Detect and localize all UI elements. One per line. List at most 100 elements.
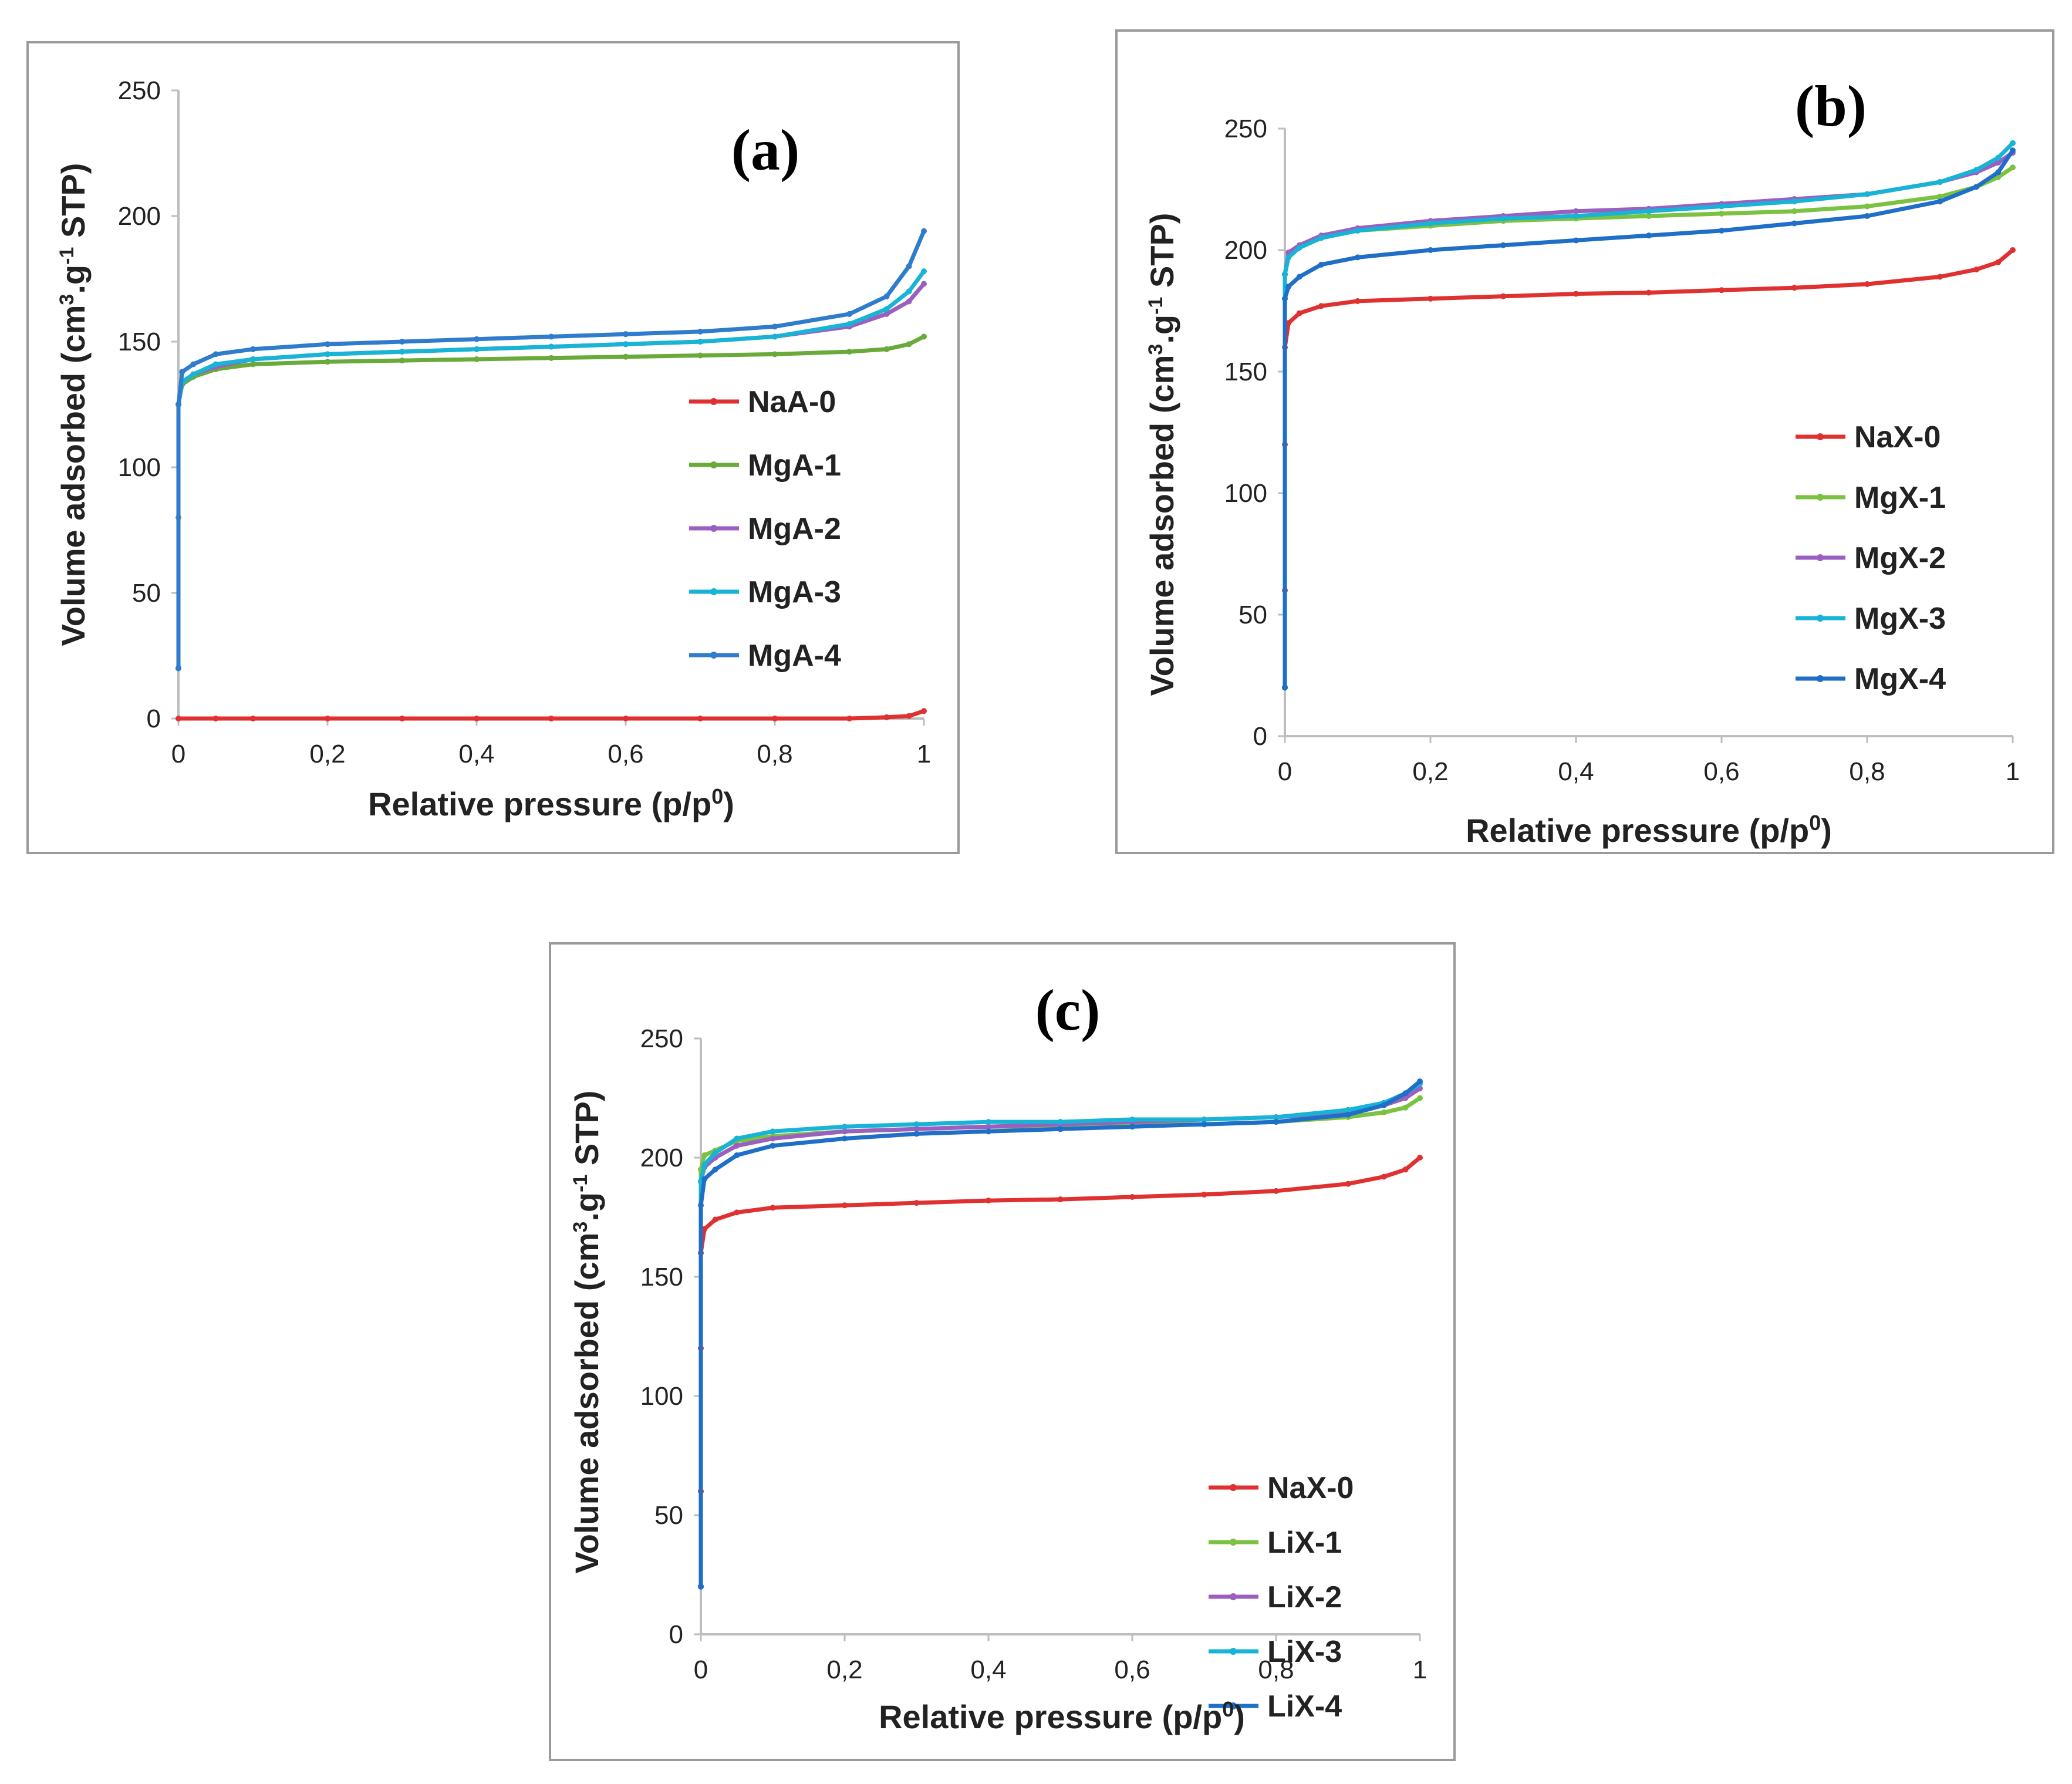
data-point — [770, 1135, 776, 1142]
data-point — [1646, 213, 1652, 220]
y-tick-label: 100 — [1224, 479, 1267, 508]
data-point — [734, 1209, 740, 1216]
y-tick-label: 150 — [1224, 358, 1267, 386]
data-point — [913, 1131, 920, 1137]
data-point — [1719, 227, 1725, 234]
legend-marker — [1230, 1484, 1237, 1491]
data-point — [1355, 298, 1361, 304]
y-tick-label: 0 — [1253, 722, 1267, 751]
data-point — [1318, 303, 1324, 309]
data-point — [1201, 1121, 1207, 1128]
data-point — [474, 346, 480, 352]
data-point — [1719, 287, 1725, 294]
data-point — [1791, 220, 1797, 227]
series-MgA-1 — [176, 333, 927, 672]
x-tick-label: 0 — [1278, 757, 1292, 786]
data-point — [883, 311, 890, 317]
series-LiX-4 — [698, 1078, 1423, 1590]
series-LiX-1 — [698, 1095, 1423, 1590]
data-point — [2010, 247, 2016, 253]
data-point — [698, 1202, 704, 1209]
y-tick-label: 250 — [1224, 114, 1267, 143]
chart-b-svg: 0 50 100 150 200 250 0 0,2 0,4 0,6 0,8 1 NaX-0 MgX-1 M… — [1143, 73, 2020, 849]
y-tick-label: 50 — [1239, 601, 1267, 629]
x-tick-label: 1 — [1413, 1655, 1427, 1684]
data-point — [1129, 1193, 1135, 1200]
legend-label: MgX-1 — [1854, 481, 1946, 515]
data-point — [1296, 310, 1302, 316]
data-point — [712, 1166, 718, 1173]
data-point — [1285, 284, 1292, 290]
data-point — [1573, 237, 1579, 244]
data-point — [325, 359, 330, 365]
data-point — [1417, 1155, 1423, 1161]
data-point — [734, 1152, 740, 1158]
data-point — [176, 402, 181, 407]
data-point — [399, 339, 405, 345]
data-point — [1285, 320, 1292, 326]
data-point — [842, 1124, 848, 1130]
data-point — [1355, 227, 1361, 234]
data-point — [921, 281, 927, 287]
data-point — [250, 356, 256, 362]
legend-marker — [710, 398, 717, 405]
series-NaX-0 — [698, 1155, 1423, 1590]
data-point — [623, 331, 629, 338]
data-point — [986, 1128, 991, 1135]
data-point — [1273, 1114, 1279, 1120]
legend-label: NaX-0 — [1854, 420, 1941, 454]
legend-label: MgX-4 — [1854, 662, 1946, 696]
data-point — [1937, 198, 1943, 205]
legend-marker — [1230, 1702, 1237, 1709]
x-tick-label: 0,4 — [1558, 757, 1594, 786]
x-tick-label: 0,8 — [1849, 757, 1885, 786]
data-point — [883, 293, 890, 299]
y-tick-label: 0 — [669, 1620, 683, 1649]
data-point — [1402, 1166, 1409, 1173]
data-point — [1428, 295, 1433, 302]
data-point — [697, 328, 703, 335]
data-point — [772, 716, 778, 721]
data-point — [772, 333, 778, 340]
x-axis-title: Relative pressure (p/p0) — [879, 1697, 1245, 1736]
x-axis-title: Relative pressure (p/p0) — [368, 784, 734, 823]
data-point — [1937, 179, 1943, 186]
chart-c-svg: 0 50 100 150 200 250 0 0,2 0,4 0,6 0,8 1 NaX-0 LiX-1 L… — [568, 977, 1427, 1736]
data-point — [623, 353, 629, 360]
series-line-NaA-0 — [178, 709, 925, 721]
data-point — [1573, 208, 1579, 214]
y-tick-label: 50 — [654, 1501, 683, 1530]
data-point — [1500, 215, 1506, 222]
data-point — [1995, 169, 2002, 176]
data-point — [1381, 1102, 1387, 1108]
chart-a-svg: 0 50 100 150 200 250 0 0,2 0,4 0,6 0,8 1 NaA-0 MgA-1 M… — [55, 76, 931, 823]
x-tick-label: 1 — [917, 740, 931, 768]
data-point — [1646, 208, 1652, 214]
chart-panel-b: 0 50 100 150 200 250 0 0,2 0,4 0,6 0,8 1 NaX-0 MgX-1 M… — [1115, 29, 2054, 854]
legend-marker — [1817, 494, 1824, 501]
series-line-LiX-4 — [698, 1080, 1422, 1587]
x-tick-label: 0,4 — [458, 740, 494, 768]
data-point — [474, 356, 480, 362]
y-axis-title: Volume adsorbed (cm3.g-1 STP) — [1143, 213, 1180, 696]
data-point — [1318, 235, 1324, 241]
data-point — [1057, 1126, 1064, 1132]
data-point — [623, 716, 629, 721]
data-point — [212, 361, 219, 367]
data-point — [1402, 1104, 1409, 1111]
y-tick-label: 100 — [118, 453, 161, 482]
x-tick-label: 0,2 — [309, 740, 345, 768]
y-tick-label: 250 — [118, 76, 161, 105]
data-point — [325, 716, 330, 721]
legend-marker — [1817, 433, 1824, 440]
legend-label: LiX-2 — [1267, 1580, 1342, 1614]
y-tick-label: 200 — [640, 1144, 683, 1172]
data-point — [701, 1152, 708, 1158]
data-point — [772, 323, 778, 330]
data-point — [1273, 1188, 1279, 1194]
legend-label: MgX-3 — [1854, 602, 1946, 636]
data-point — [1345, 1111, 1351, 1118]
legend-marker — [710, 652, 717, 659]
data-point — [1573, 291, 1579, 297]
series-NaA-0 — [176, 708, 927, 721]
